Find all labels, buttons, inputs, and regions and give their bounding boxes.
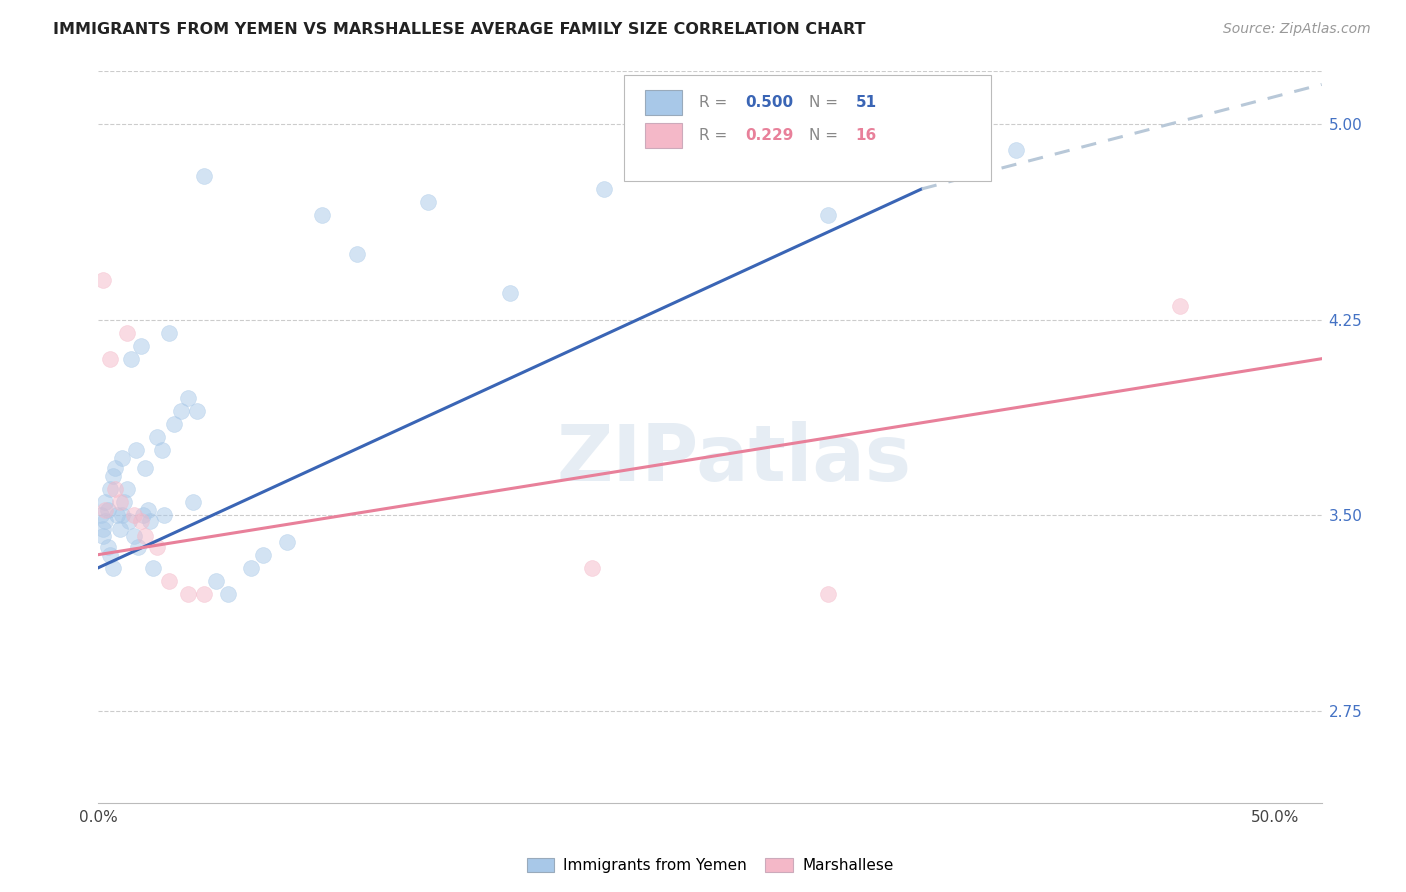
Point — [416, 194, 439, 209]
Point — [115, 326, 138, 340]
FancyBboxPatch shape — [645, 122, 682, 148]
Point — [217, 587, 239, 601]
Point — [129, 338, 152, 352]
Point — [1004, 143, 1026, 157]
Point — [177, 587, 200, 601]
Text: R =: R = — [699, 128, 733, 143]
Point — [205, 574, 228, 588]
Point — [157, 574, 180, 588]
Point — [157, 326, 180, 340]
Point — [134, 461, 156, 475]
Point — [108, 521, 131, 535]
Point — [104, 461, 127, 475]
Point — [134, 529, 156, 543]
Point — [132, 508, 155, 523]
Point — [94, 503, 117, 517]
Point — [499, 286, 522, 301]
Point — [112, 495, 135, 509]
Point — [146, 430, 169, 444]
Point — [129, 514, 152, 528]
Point — [118, 514, 141, 528]
Point — [817, 208, 839, 222]
Point — [817, 587, 839, 601]
Point — [311, 208, 333, 222]
Legend: Immigrants from Yemen, Marshallese: Immigrants from Yemen, Marshallese — [520, 852, 900, 880]
Point — [127, 540, 149, 554]
Text: 0.229: 0.229 — [745, 128, 794, 143]
Point — [139, 514, 162, 528]
Point — [240, 560, 263, 574]
Point — [1170, 300, 1192, 314]
Text: 16: 16 — [856, 128, 877, 143]
Point — [122, 529, 145, 543]
Point — [177, 391, 200, 405]
Text: IMMIGRANTS FROM YEMEN VS MARSHALLESE AVERAGE FAMILY SIZE CORRELATION CHART: IMMIGRANTS FROM YEMEN VS MARSHALLESE AVE… — [53, 22, 866, 37]
Point — [97, 503, 120, 517]
FancyBboxPatch shape — [645, 90, 682, 115]
Point — [98, 548, 121, 562]
Text: Source: ZipAtlas.com: Source: ZipAtlas.com — [1223, 22, 1371, 37]
Point — [91, 529, 114, 543]
Point — [181, 495, 204, 509]
Point — [111, 508, 134, 523]
Point — [276, 534, 298, 549]
Point — [91, 521, 114, 535]
Point — [193, 169, 215, 183]
Point — [581, 560, 603, 574]
Point — [141, 560, 163, 574]
Point — [94, 514, 117, 528]
Text: N =: N = — [808, 95, 844, 110]
Point — [104, 483, 127, 497]
Text: 0.500: 0.500 — [745, 95, 793, 110]
Point — [115, 483, 138, 497]
Point — [125, 443, 148, 458]
Point — [170, 404, 193, 418]
FancyBboxPatch shape — [624, 75, 991, 181]
Point — [98, 351, 121, 366]
Point — [593, 182, 616, 196]
Point — [150, 443, 173, 458]
Point — [252, 548, 274, 562]
Point — [153, 508, 176, 523]
Point — [90, 508, 112, 523]
Point — [136, 503, 159, 517]
Point — [120, 351, 142, 366]
Point — [101, 469, 124, 483]
Point — [108, 495, 131, 509]
Point — [101, 560, 124, 574]
Point — [163, 417, 186, 431]
Point — [91, 273, 114, 287]
Point — [94, 495, 117, 509]
Text: R =: R = — [699, 95, 733, 110]
Point — [186, 404, 208, 418]
Text: N =: N = — [808, 128, 844, 143]
Point — [111, 450, 134, 465]
Text: ZIPatlas: ZIPatlas — [557, 421, 912, 497]
Point — [122, 508, 145, 523]
Point — [105, 508, 128, 523]
Point — [346, 247, 368, 261]
Point — [193, 587, 215, 601]
Point — [146, 540, 169, 554]
Point — [97, 540, 120, 554]
Text: 51: 51 — [856, 95, 877, 110]
Point — [98, 483, 121, 497]
